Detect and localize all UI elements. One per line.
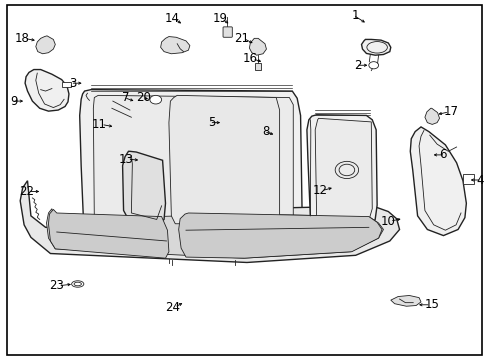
Polygon shape bbox=[93, 95, 293, 227]
Bar bbox=[462, 174, 473, 184]
Text: 23: 23 bbox=[49, 279, 64, 292]
Polygon shape bbox=[122, 151, 165, 225]
Text: 19: 19 bbox=[212, 12, 227, 25]
Text: 13: 13 bbox=[118, 153, 133, 166]
Circle shape bbox=[150, 95, 161, 104]
Polygon shape bbox=[249, 39, 266, 55]
Text: 6: 6 bbox=[439, 148, 446, 161]
FancyBboxPatch shape bbox=[223, 27, 232, 37]
Bar bbox=[255, 63, 261, 69]
Polygon shape bbox=[178, 213, 381, 258]
Polygon shape bbox=[20, 181, 399, 262]
Text: 9: 9 bbox=[10, 95, 18, 108]
Text: 5: 5 bbox=[207, 116, 215, 129]
Polygon shape bbox=[160, 37, 189, 54]
Text: 1: 1 bbox=[351, 9, 358, 22]
Text: 20: 20 bbox=[136, 91, 151, 104]
Polygon shape bbox=[306, 115, 376, 225]
Text: 18: 18 bbox=[15, 32, 30, 45]
Polygon shape bbox=[36, 36, 55, 54]
Text: 15: 15 bbox=[424, 298, 439, 311]
Text: 8: 8 bbox=[262, 125, 269, 138]
Polygon shape bbox=[315, 118, 371, 219]
Polygon shape bbox=[424, 108, 439, 125]
Polygon shape bbox=[361, 40, 390, 55]
Text: 16: 16 bbox=[243, 52, 258, 65]
Text: 14: 14 bbox=[165, 12, 180, 25]
Text: 22: 22 bbox=[19, 185, 34, 198]
Text: 4: 4 bbox=[475, 174, 483, 186]
Text: 12: 12 bbox=[312, 184, 327, 197]
Text: 7: 7 bbox=[122, 91, 130, 104]
Text: 21: 21 bbox=[234, 32, 249, 45]
Polygon shape bbox=[46, 209, 383, 258]
Text: 10: 10 bbox=[380, 215, 395, 228]
Polygon shape bbox=[80, 90, 302, 232]
Text: 17: 17 bbox=[443, 105, 458, 118]
Polygon shape bbox=[48, 210, 168, 258]
Text: 2: 2 bbox=[353, 59, 361, 72]
Polygon shape bbox=[168, 95, 279, 224]
Polygon shape bbox=[409, 127, 466, 235]
Text: 3: 3 bbox=[69, 77, 76, 90]
Polygon shape bbox=[25, 69, 69, 111]
Bar bbox=[62, 82, 71, 87]
Text: 11: 11 bbox=[92, 118, 107, 131]
Polygon shape bbox=[390, 296, 420, 306]
Text: 24: 24 bbox=[165, 301, 180, 314]
